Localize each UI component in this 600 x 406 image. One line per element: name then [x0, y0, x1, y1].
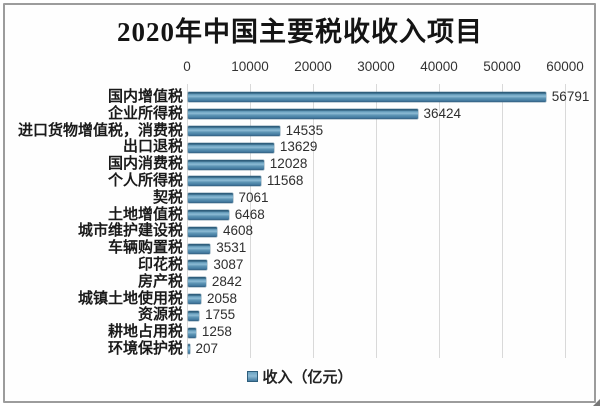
- bar: [188, 243, 211, 254]
- bar: [188, 210, 229, 220]
- category-label: 企业所得税: [107, 104, 183, 122]
- value-label: 7061: [238, 189, 269, 205]
- bar: [188, 310, 200, 321]
- category-label: 城市维护建设税: [77, 222, 183, 240]
- gridline: [376, 84, 377, 358]
- value-label: 2842: [211, 273, 242, 289]
- value-label: 14535: [285, 122, 324, 138]
- corner-artifact: [593, 399, 600, 406]
- bar: [188, 294, 201, 304]
- bar: [188, 159, 264, 170]
- gridline: [313, 84, 314, 358]
- bar: [188, 344, 190, 355]
- bar: [188, 109, 418, 120]
- bar: [188, 92, 546, 103]
- value-label: 207: [195, 341, 219, 356]
- value-label: 11568: [266, 173, 304, 188]
- gridline: [439, 84, 440, 358]
- chart-frame: [3, 3, 596, 403]
- category-label: 资源税: [137, 306, 183, 324]
- value-label: 1755: [205, 307, 236, 323]
- bar: [188, 226, 217, 237]
- value-label: 3531: [216, 240, 247, 256]
- x-tick-label: 40000: [420, 59, 458, 74]
- gridline: [250, 84, 251, 358]
- category-label: 车辆购置税: [107, 239, 183, 257]
- x-tick-label: 10000: [231, 59, 269, 74]
- legend-swatch-icon: [247, 371, 259, 382]
- x-tick-label: 60000: [546, 59, 584, 74]
- value-label: 1258: [201, 324, 232, 340]
- category-label: 城镇土地使用税: [77, 289, 183, 307]
- x-tick-label: 30000: [357, 59, 395, 74]
- x-tick-label: 0: [183, 59, 191, 74]
- category-label: 环境保护税: [107, 340, 183, 357]
- category-label: 房产税: [137, 272, 183, 290]
- bar: [188, 142, 274, 153]
- category-label: 耕地占用税: [107, 323, 183, 341]
- legend-label: 收入（亿元）: [262, 369, 353, 386]
- bar: [188, 176, 261, 187]
- value-label: 13629: [279, 139, 318, 155]
- category-axis: 国内增值税 企业所得税 进口货物增值税，消费税 出口退税 国内消费税 个人所得税 契税 土地增…: [0, 0, 183, 406]
- bar: [188, 193, 233, 204]
- gridline: [565, 84, 566, 358]
- category-label: 个人所得税: [107, 172, 183, 189]
- bar: [188, 260, 208, 271]
- value-label: 36424: [423, 105, 462, 121]
- chart-title: 2020年中国主要税收收入项目: [117, 17, 483, 47]
- value-label: 4608: [223, 223, 254, 239]
- bar: [188, 327, 196, 338]
- x-tick-label: 50000: [483, 59, 521, 74]
- category-label: 国内增值税: [107, 88, 183, 105]
- category-label: 印花税: [137, 256, 183, 273]
- category-label: 土地增值税: [107, 205, 183, 223]
- category-label: 进口货物增值税，消费税: [17, 121, 183, 139]
- gridline: [502, 84, 503, 358]
- gridline: [187, 84, 188, 358]
- value-label: 2058: [207, 290, 238, 306]
- bar: [188, 126, 280, 136]
- legend: 收入（亿元）: [0, 366, 600, 387]
- value-label: 3087: [213, 257, 244, 272]
- value-label: 6468: [234, 206, 265, 222]
- x-axis: 0 10000 20000 30000 40000 50000 60000: [0, 59, 600, 77]
- category-label: 出口退税: [122, 138, 183, 156]
- category-label: 契税: [152, 188, 183, 206]
- x-tick-label: 20000: [294, 59, 332, 74]
- bar: [188, 277, 206, 288]
- plot-area: 56791 36424 14535 13629 12028 11568 7061 6468 46…: [187, 84, 589, 358]
- value-label: 12028: [269, 156, 308, 172]
- value-label: 56791: [551, 89, 590, 104]
- category-label: 国内消费税: [107, 155, 183, 173]
